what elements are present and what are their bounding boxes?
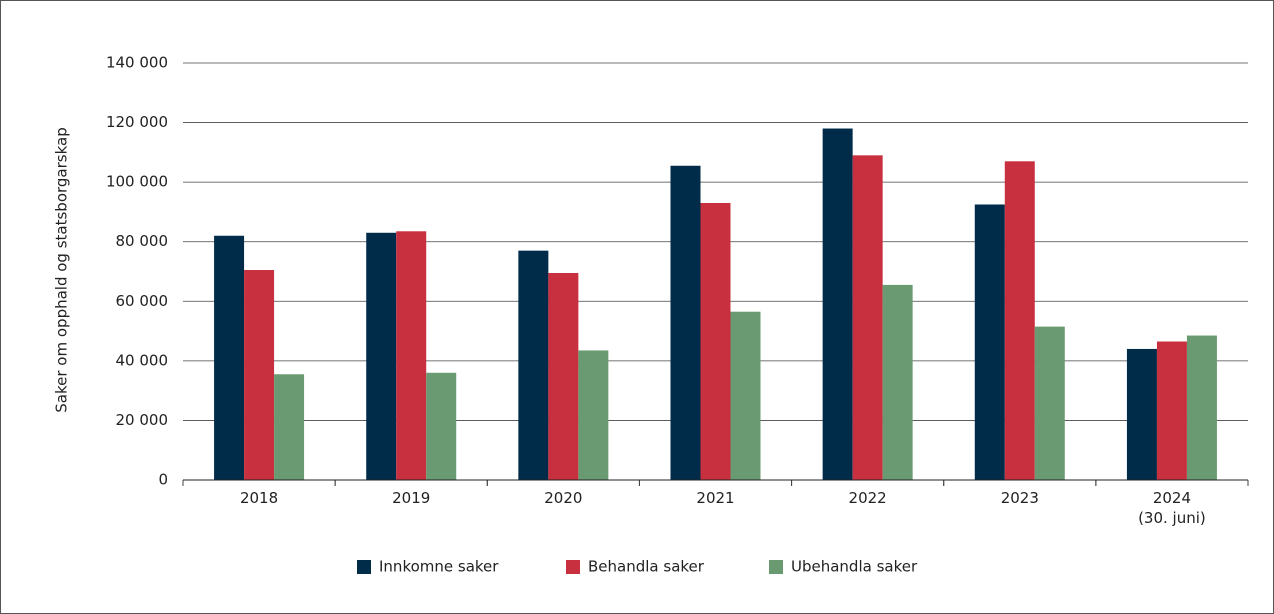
bar: [1126, 348, 1157, 480]
bar: [852, 155, 883, 481]
bar: [244, 270, 275, 480]
legend-label: Innkomne saker: [379, 558, 499, 576]
y-tick-label: 40 000: [116, 351, 169, 369]
bar: [730, 311, 761, 480]
bar: [274, 374, 305, 480]
y-tick-label: 100 000: [106, 173, 168, 191]
bar: [426, 372, 457, 480]
bar: [882, 284, 913, 480]
bar: [396, 231, 427, 480]
bar: [974, 204, 1005, 480]
x-tick-label: 2023: [1000, 489, 1039, 507]
x-tick-label: 2022: [848, 489, 887, 507]
bar: [700, 202, 731, 480]
legend-swatch: [566, 560, 580, 574]
bar: [1156, 341, 1187, 480]
bar: [670, 165, 701, 480]
bar: [578, 350, 609, 480]
bar: [1186, 335, 1217, 480]
y-tick-label: 0: [158, 471, 168, 489]
x-tick-label: 2020: [544, 489, 583, 507]
bar: [1004, 161, 1035, 481]
bar: [214, 235, 245, 480]
bar: [548, 272, 579, 480]
x-tick-label: 2018: [239, 489, 279, 507]
x-tick-label: 2021: [696, 489, 735, 507]
y-tick-label: 120 000: [106, 113, 168, 131]
y-tick-label: 20 000: [116, 411, 169, 429]
legend-swatch: [769, 560, 783, 574]
y-tick-label: 80 000: [116, 232, 169, 250]
legend-label: Ubehandla saker: [791, 558, 918, 576]
legend-label: Behandla saker: [588, 558, 705, 576]
bar: [366, 232, 397, 480]
y-tick-label: 60 000: [116, 292, 169, 310]
y-axis-label: Saker om opphald og statsborgarskap: [53, 127, 71, 412]
bar: [822, 128, 853, 480]
x-tick-label: 2024 (30. juni): [1138, 489, 1206, 527]
y-tick-label: 140 000: [106, 54, 168, 72]
bar: [1034, 326, 1065, 480]
bar: [518, 250, 549, 480]
legend-swatch: [357, 560, 371, 574]
x-tick-label: 2019: [392, 489, 431, 507]
